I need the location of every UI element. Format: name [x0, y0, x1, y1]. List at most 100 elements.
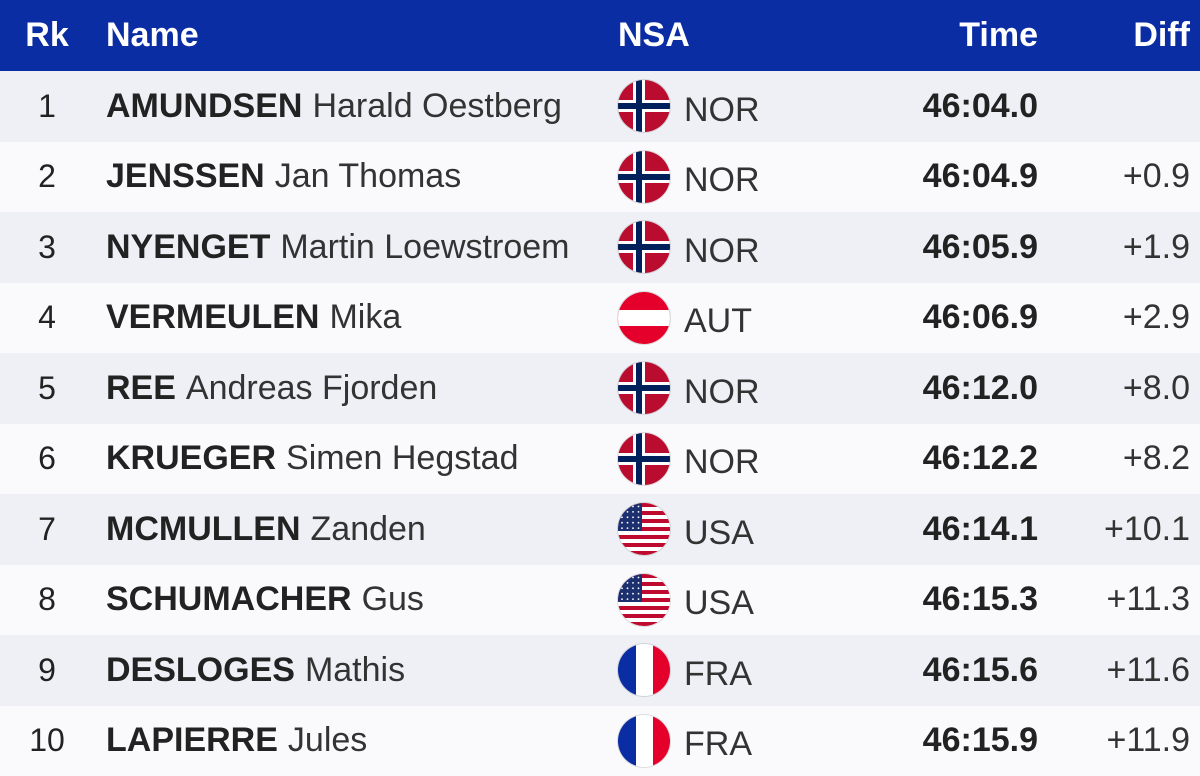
athlete-given-name: Gus [361, 580, 424, 619]
diff-value: +8.2 [1122, 439, 1190, 478]
rank-cell: 6 [38, 440, 56, 477]
nsa-code: NOR [684, 231, 760, 270]
nsa-code: AUT [684, 302, 752, 341]
diff-cell: +1.9 [1040, 212, 1190, 283]
athlete-name-cell[interactable]: DESLOGES Mathis [106, 635, 606, 706]
rank-cell: 5 [38, 369, 56, 406]
table-header: Rk Name NSA Time Diff [0, 0, 1200, 71]
diff-value: +11.3 [1106, 580, 1190, 619]
table-body: 1 AMUNDSEN Harald Oestberg NOR 46:04.0 2 … [0, 71, 1200, 776]
athlete-surname: LAPIERRE [106, 721, 278, 760]
athlete-given-name: Jan Thomas [274, 157, 462, 196]
table-row[interactable]: 10 LAPIERRE Jules FRA 46:15.9 +11.9 [0, 705, 1200, 776]
time-cell: 46:14.1 [820, 494, 1038, 565]
athlete-given-name: Martin Loewstroem [280, 227, 570, 266]
nsa-code: NOR [684, 372, 760, 411]
diff-value: +0.9 [1122, 157, 1190, 196]
table-row[interactable]: 4 VERMEULEN Mika AUT 46:06.9 +2.9 [0, 282, 1200, 354]
table-row[interactable]: 5 REE Andreas Fjorden NOR 46:12.0 +8.0 [0, 353, 1200, 424]
nsa-code: USA [684, 513, 754, 552]
athlete-surname: KRUEGER [106, 439, 277, 478]
time-cell: 46:15.3 [820, 565, 1038, 636]
table-row[interactable]: 3 NYENGET Martin Loewstroem NOR 46:05.9 +… [0, 212, 1200, 283]
time-value: 46:15.3 [922, 580, 1038, 619]
time-value: 46:15.9 [922, 721, 1038, 760]
diff-value: +11.6 [1106, 650, 1190, 689]
france-flag-icon [618, 644, 670, 697]
rank-cell: 9 [38, 651, 56, 688]
athlete-given-name: Jules [287, 721, 368, 760]
diff-value: +10.1 [1103, 509, 1190, 548]
nsa-cell: NOR [618, 212, 868, 283]
nsa-cell: NOR [618, 142, 868, 213]
athlete-name-cell[interactable]: MCMULLEN Zanden [106, 494, 606, 565]
diff-value: +1.9 [1122, 227, 1190, 266]
austria-flag-icon [618, 291, 670, 344]
diff-cell: +11.9 [1040, 706, 1190, 776]
time-value: 46:04.0 [922, 86, 1038, 125]
athlete-surname: AMUNDSEN [106, 86, 303, 125]
athlete-name-cell[interactable]: JENSSEN Jan Thomas [106, 142, 606, 213]
diff-cell: +8.0 [1040, 353, 1190, 424]
athlete-surname: MCMULLEN [106, 509, 301, 548]
athlete-name-cell[interactable]: NYENGET Martin Loewstroem [106, 212, 606, 283]
nsa-cell: USA [618, 494, 868, 565]
time-value: 46:15.6 [922, 650, 1038, 689]
nsa-cell: FRA [618, 706, 868, 776]
table-row[interactable]: 9 DESLOGES Mathis FRA 46:15.6 +11.6 [0, 635, 1200, 706]
athlete-surname: VERMEULEN [106, 298, 320, 337]
athlete-name-cell[interactable]: AMUNDSEN Harald Oestberg [106, 71, 606, 142]
athlete-name-cell[interactable]: KRUEGER Simen Hegstad [106, 424, 606, 495]
nsa-code: NOR [684, 161, 760, 200]
athlete-surname: REE [106, 368, 176, 407]
time-cell: 46:06.9 [820, 283, 1038, 354]
norway-flag-icon [618, 362, 670, 415]
athlete-given-name: Harald Oestberg [312, 86, 562, 125]
rank-cell: 3 [38, 228, 56, 265]
nsa-cell: NOR [618, 71, 868, 142]
nsa-cell: NOR [618, 353, 868, 424]
diff-cell: +10.1 [1040, 494, 1190, 565]
header-name[interactable]: Name [106, 16, 199, 54]
athlete-given-name: Zanden [310, 509, 426, 548]
time-value: 46:12.0 [922, 368, 1038, 407]
header-nsa[interactable]: NSA [618, 16, 690, 54]
nsa-cell: NOR [618, 424, 868, 495]
rank-cell: 7 [38, 510, 56, 547]
athlete-name-cell[interactable]: LAPIERRE Jules [106, 706, 606, 776]
norway-flag-icon [618, 80, 670, 133]
table-row[interactable]: 8 SCHUMACHER Gus USA 46:15.3 +11.3 [0, 564, 1200, 636]
table-row[interactable]: 1 AMUNDSEN Harald Oestberg NOR 46:04.0 [0, 71, 1200, 142]
norway-flag-icon [618, 221, 670, 274]
time-cell: 46:15.6 [820, 635, 1038, 706]
table-row[interactable]: 7 MCMULLEN Zanden USA 46:14.1 +10.1 [0, 494, 1200, 565]
header-time[interactable]: Time [959, 16, 1038, 54]
time-cell: 46:12.0 [820, 353, 1038, 424]
rank-cell: 8 [38, 581, 56, 618]
diff-cell: +0.9 [1040, 142, 1190, 213]
athlete-name-cell[interactable]: VERMEULEN Mika [106, 283, 606, 354]
header-diff[interactable]: Diff [1133, 16, 1190, 54]
time-value: 46:14.1 [922, 509, 1038, 548]
norway-flag-icon [618, 150, 670, 203]
table-row[interactable]: 2 JENSSEN Jan Thomas NOR 46:04.9 +0.9 [0, 141, 1200, 213]
nsa-cell: FRA [618, 635, 868, 706]
nsa-code: FRA [684, 654, 752, 693]
rank-cell: 1 [38, 87, 56, 124]
athlete-name-cell[interactable]: SCHUMACHER Gus [106, 565, 606, 636]
time-cell: 46:04.0 [820, 71, 1038, 142]
diff-value: +11.9 [1106, 721, 1190, 760]
diff-value: +8.0 [1122, 368, 1190, 407]
athlete-surname: JENSSEN [106, 157, 265, 196]
athlete-given-name: Mika [329, 298, 402, 337]
nsa-code: USA [684, 584, 754, 623]
header-rank[interactable]: Rk [25, 16, 69, 54]
diff-cell [1040, 71, 1190, 142]
nsa-cell: USA [618, 565, 868, 636]
table-row[interactable]: 6 KRUEGER Simen Hegstad NOR 46:12.2 +8.2 [0, 423, 1200, 495]
usa-flag-icon [618, 503, 670, 556]
rank-cell: 4 [38, 299, 56, 336]
athlete-name-cell[interactable]: REE Andreas Fjorden [106, 353, 606, 424]
time-value: 46:05.9 [922, 227, 1038, 266]
